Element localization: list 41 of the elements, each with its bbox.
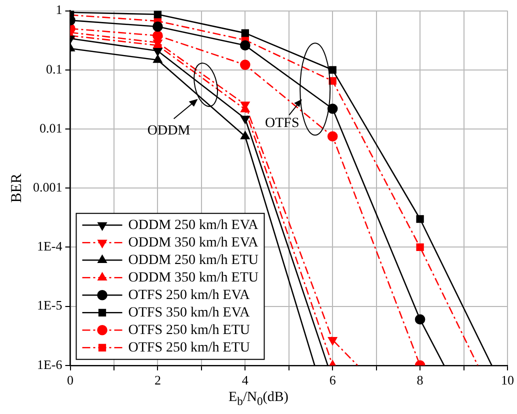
annotation: ODDM (147, 123, 191, 138)
y-tick-label: 1E-6 (36, 356, 63, 372)
x-tick-label: 6 (329, 372, 336, 388)
point (328, 337, 338, 346)
legend-label: OTFS 250 km/h ETU (128, 340, 250, 356)
point (240, 131, 250, 140)
y-tick-label: 0.1 (46, 61, 62, 76)
point (416, 243, 424, 252)
x-tick-label: 0 (67, 372, 74, 388)
y-tick-label: 1E-5 (36, 298, 62, 313)
y-tick-label: 0.001 (33, 180, 62, 195)
legend-label: OTFS 250 km/h EVA (128, 288, 251, 303)
point (153, 48, 162, 56)
y-tick-label: 0.01 (40, 120, 62, 136)
y-axis-title: BER (8, 174, 25, 203)
point (240, 116, 250, 124)
point (414, 314, 426, 325)
point (327, 131, 338, 142)
y-tick-label: 1E-4 (36, 238, 63, 254)
point (327, 104, 338, 114)
legend-label: ODDM 250 km/h EVA (128, 218, 260, 233)
legend-label: OTFS 250 km/h ETU (128, 322, 250, 338)
point (152, 21, 163, 32)
x-axis-title: E$_{b}$/N$_{0}$(dB) (228, 390, 290, 410)
annotation: OTFS (264, 116, 300, 131)
legend-label: ODDM 350 km/h EVA (128, 235, 260, 250)
point (240, 60, 250, 70)
legend-label: ODDM 250 km/h ETU (128, 252, 259, 268)
x-tick-label: 2 (154, 372, 161, 388)
legend-label: OTFS 350 km/h EVA (128, 305, 251, 320)
point (240, 40, 250, 51)
x-tick-label: 8 (416, 372, 424, 388)
point (241, 29, 249, 37)
x-tick-label: 4 (242, 372, 249, 388)
point (153, 54, 162, 63)
point (416, 215, 424, 223)
legend-label: ODDM 350 km/h ETU (128, 270, 259, 286)
point (154, 10, 162, 18)
x-tick-label: 10 (501, 372, 514, 388)
y-tick-label: 1 (56, 2, 62, 18)
point (328, 66, 336, 74)
